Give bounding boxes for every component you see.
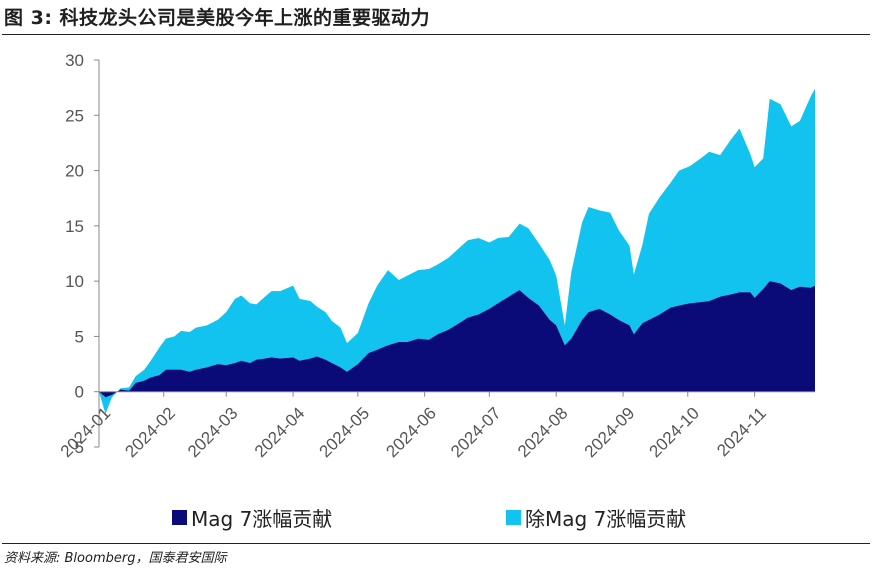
figure-title: 图 3: 科技龙头公司是美股今年上涨的重要驱动力: [4, 7, 431, 29]
y-tick-label: 20: [65, 162, 84, 181]
source-note: 资料来源: Bloomberg，国泰君安国际: [4, 551, 227, 566]
legend-swatch-mag7: [172, 510, 187, 525]
legend-item-mag7: Mag 7涨幅贡献: [172, 503, 332, 532]
area-series-mag7: [99, 281, 815, 398]
legend-item-ex-mag7: 除Mag 7涨幅贡献: [506, 503, 686, 532]
source-rule: [2, 543, 870, 544]
x-tick-label: 2024-11: [713, 404, 770, 461]
x-tick-label: 2024-05: [316, 404, 374, 462]
title-rule: [2, 34, 870, 35]
legend-swatch-ex-mag7: [506, 510, 521, 525]
y-tick-label: 5: [75, 327, 84, 346]
x-tick-label: 2024-10: [646, 404, 704, 462]
y-tick-label: 25: [65, 106, 84, 125]
x-tick-label: 2024-02: [121, 404, 179, 462]
x-tick-label: 2024-03: [184, 404, 242, 462]
y-tick-label: 5: [75, 438, 84, 457]
y-tick-label: 15: [65, 217, 84, 236]
x-tick-label: 2024-09: [581, 404, 639, 462]
x-tick-label: 2024-07: [447, 404, 505, 462]
series-layer: [99, 88, 815, 414]
x-tick-label: 2024-01: [57, 404, 115, 462]
legend-label-mag7: Mag 7涨幅贡献: [191, 507, 333, 531]
y-tick-label: 10: [65, 272, 84, 291]
x-tick-label: 2024-04: [251, 404, 309, 462]
legend-label-ex-mag7: 除Mag 7涨幅贡献: [525, 507, 687, 531]
x-tick-label: 2024-06: [382, 404, 440, 462]
x-tick-label: 2024-08: [514, 404, 572, 462]
area-series-ex-mag7: [99, 88, 815, 414]
y-tick-label: 0: [75, 383, 84, 402]
y-tick-label: 30: [65, 51, 84, 70]
